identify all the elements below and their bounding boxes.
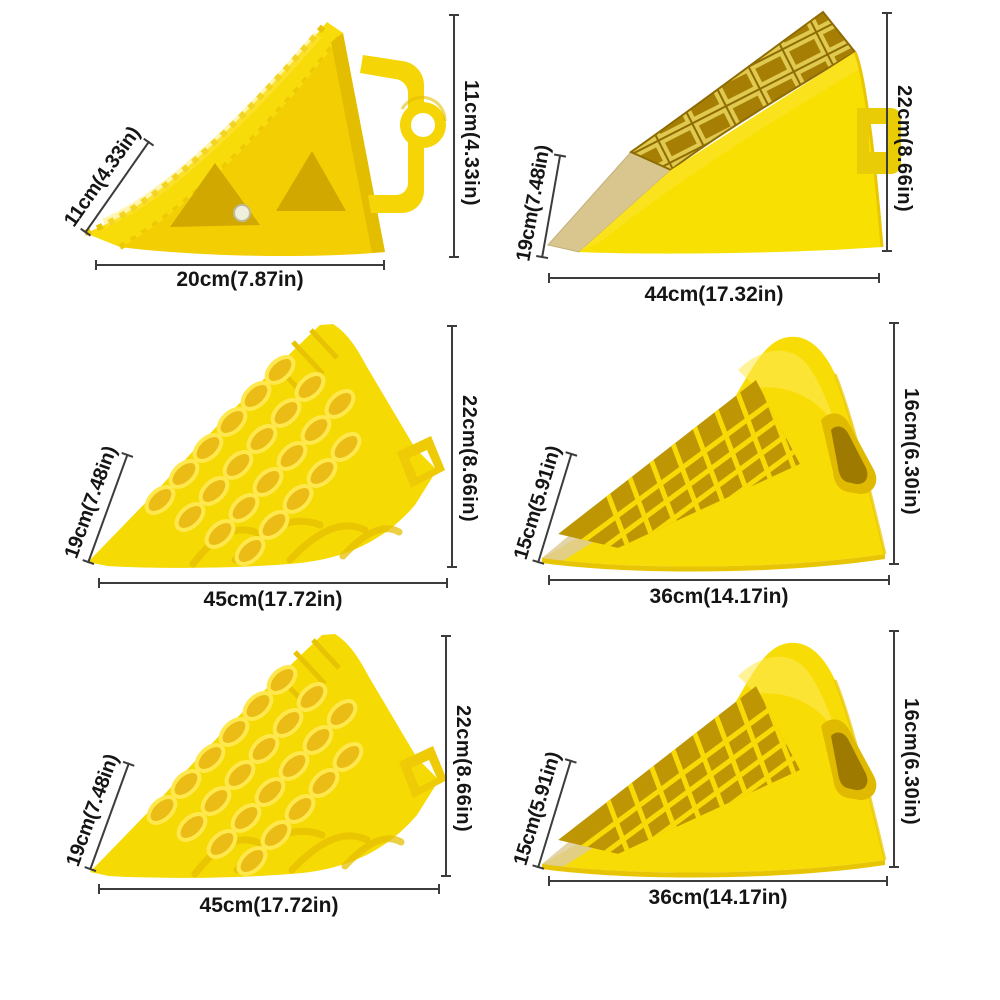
height-dimension-label: 11cm(4.33in) bbox=[460, 80, 482, 207]
height-dimension-label: 22cm(8.66in) bbox=[458, 395, 480, 523]
width-dimension-line bbox=[548, 273, 880, 283]
height-dimension-line bbox=[447, 325, 457, 568]
tube-pattern-chock-image bbox=[87, 630, 447, 886]
height-dimension-line bbox=[889, 322, 899, 565]
height-dimension-label: 22cm(8.66in) bbox=[893, 85, 915, 213]
height-dimension-line bbox=[882, 12, 892, 252]
height-dimension-label: 16cm(6.30in) bbox=[900, 698, 922, 826]
width-dimension-label: 20cm(7.87in) bbox=[176, 268, 304, 291]
diamond-lattice-chock-image bbox=[538, 628, 898, 878]
width-dimension-line bbox=[548, 876, 888, 886]
width-dimension-line bbox=[95, 260, 385, 270]
height-dimension-line bbox=[441, 635, 451, 877]
width-dimension-label: 45cm(17.72in) bbox=[199, 894, 339, 917]
waffle-grid-chock-image bbox=[545, 2, 910, 260]
width-dimension-label: 36cm(14.17in) bbox=[649, 585, 789, 608]
tube-pattern-chock-image bbox=[85, 320, 445, 576]
width-dimension-label: 36cm(14.17in) bbox=[648, 886, 788, 909]
width-dimension-line bbox=[98, 884, 440, 894]
height-dimension-line bbox=[889, 630, 899, 868]
diamond-lattice-chock-image bbox=[538, 322, 898, 572]
width-dimension-line bbox=[548, 575, 890, 585]
height-dimension-label: 22cm(8.66in) bbox=[452, 705, 474, 833]
width-dimension-line bbox=[98, 578, 448, 588]
height-dimension-line bbox=[449, 14, 459, 258]
height-dimension-label: 16cm(6.30in) bbox=[900, 388, 922, 516]
width-dimension-label: 45cm(17.72in) bbox=[203, 588, 343, 611]
width-dimension-label: 44cm(17.32in) bbox=[644, 283, 784, 306]
